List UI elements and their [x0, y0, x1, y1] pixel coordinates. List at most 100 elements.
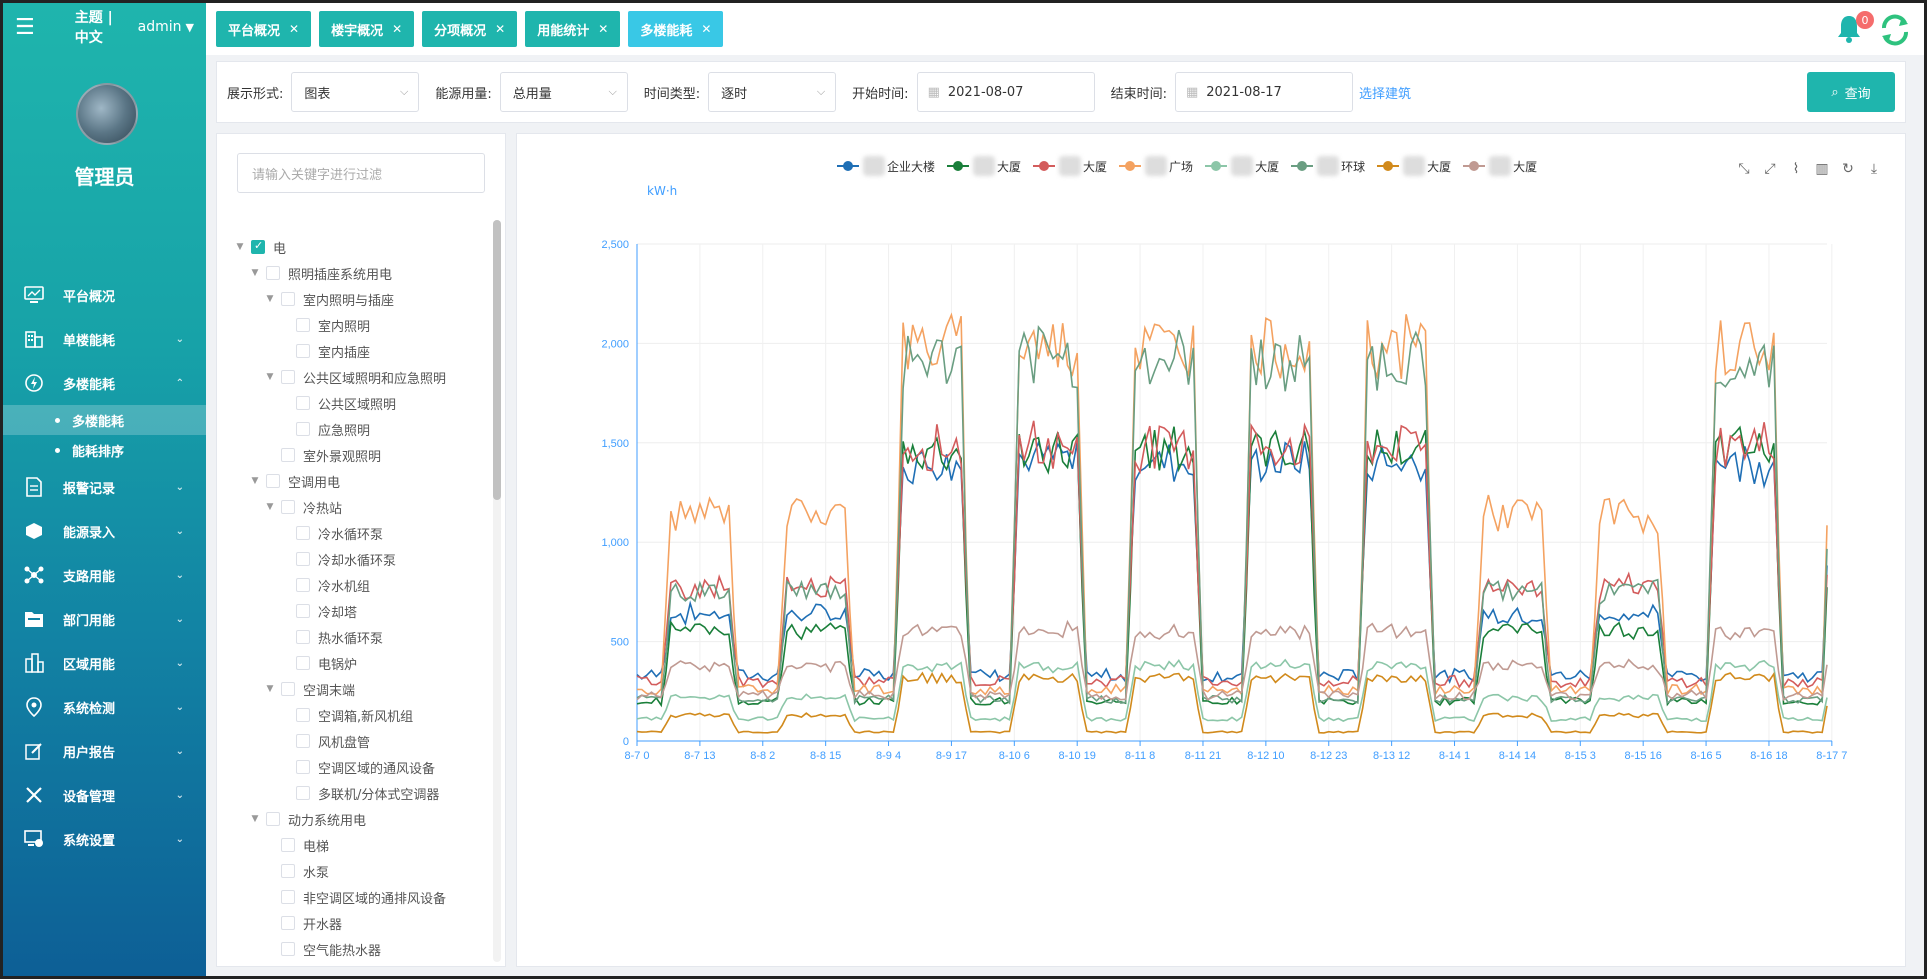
sidebar-item-system-detection[interactable]: 系统检测 ⌄ — [3, 685, 206, 729]
tree-checkbox[interactable] — [251, 239, 265, 254]
tree-checkbox[interactable] — [281, 942, 295, 956]
close-icon[interactable]: ✕ — [495, 22, 506, 36]
tree-node[interactable]: 空调区域的通风设备 — [217, 754, 487, 780]
tree-checkbox[interactable] — [296, 578, 310, 592]
tree-checkbox[interactable] — [296, 318, 310, 332]
tree-checkbox[interactable] — [296, 630, 310, 644]
tree-checkbox[interactable] — [281, 448, 295, 462]
download-icon[interactable]: ⤓ — [1870, 161, 1878, 177]
tree-node[interactable]: 风机盘管 — [217, 728, 487, 754]
expand-triangle-icon[interactable]: ▼ — [251, 476, 259, 486]
close-icon[interactable]: ✕ — [598, 22, 609, 36]
time-type-select[interactable]: 逐时 ⌵ — [708, 72, 837, 112]
tree-checkbox[interactable] — [281, 916, 295, 930]
user-menu[interactable]: admin — [137, 19, 182, 35]
zoom-reset-icon[interactable]: ⤢ — [1764, 161, 1776, 177]
legend-item[interactable]: 大厦 — [1033, 156, 1107, 176]
tab-building-overview[interactable]: 楼宇概况 ✕ — [319, 11, 415, 47]
tree-checkbox[interactable] — [296, 656, 310, 670]
close-icon[interactable]: ✕ — [701, 22, 712, 36]
sidebar-item-branch-energy[interactable]: 支路用能 ⌄ — [3, 553, 206, 597]
expand-triangle-icon[interactable]: ▼ — [266, 294, 274, 304]
sidebar-item-region-energy[interactable]: 区域用能 ⌄ — [3, 641, 206, 685]
sidebar-item-user-report[interactable]: 用户报告 ⌄ — [3, 729, 206, 773]
tree-node[interactable]: 应急照明 — [217, 416, 487, 442]
tree-checkbox[interactable] — [281, 370, 295, 384]
tree-checkbox[interactable] — [296, 708, 310, 722]
tree-node[interactable]: 冷却水循环泵 — [217, 546, 487, 572]
tree-node[interactable]: ▼ 空调用电 — [217, 468, 487, 494]
tab-subitem-overview[interactable]: 分项概况 ✕ — [422, 11, 518, 47]
expand-triangle-icon[interactable]: ▼ — [266, 684, 274, 694]
energy-usage-select[interactable]: 总用量 ⌵ — [499, 72, 628, 112]
legend-item[interactable]: 大厦 — [947, 156, 1021, 176]
tree-checkbox[interactable] — [266, 812, 280, 826]
tree-checkbox[interactable] — [266, 474, 280, 488]
tree-checkbox[interactable] — [281, 292, 295, 306]
tree-node[interactable]: ▼ 空调末端 — [217, 676, 487, 702]
tree-node[interactable]: 非空调区域的通排风设备 — [217, 884, 487, 910]
tree-node[interactable]: 室外景观照明 — [217, 442, 487, 468]
tree-node[interactable]: 冷水机组 — [217, 572, 487, 598]
tree-node[interactable]: 多联机/分体式空调器 — [217, 780, 487, 806]
sidebar-subitem-energy-ranking[interactable]: 能耗排序 — [3, 435, 206, 465]
tree-checkbox[interactable] — [296, 760, 310, 774]
theme-language-switch[interactable]: 主题 | 中文 — [74, 10, 113, 46]
tree-node[interactable]: ▼ 照明插座系统用电 — [217, 260, 487, 286]
tab-multi-building[interactable]: 多楼能耗 ✕ — [628, 11, 724, 47]
restore-icon[interactable]: ↻ — [1842, 161, 1854, 177]
expand-triangle-icon[interactable]: ▼ — [266, 372, 274, 382]
tree-node[interactable]: 室内插座 — [217, 338, 487, 364]
tree-node[interactable]: ▼ 动力系统用电 — [217, 806, 487, 832]
tree-checkbox[interactable] — [266, 266, 280, 280]
legend-item[interactable]: 企业大楼 — [837, 156, 935, 176]
tree-node[interactable]: 电锅炉 — [217, 650, 487, 676]
end-date-picker[interactable]: ▦ 2021-08-17 — [1174, 72, 1353, 112]
tree-checkbox[interactable] — [281, 838, 295, 852]
legend-item[interactable]: 大厦 — [1205, 156, 1279, 176]
expand-triangle-icon[interactable]: ▼ — [251, 268, 259, 278]
sidebar-item-multi-building[interactable]: 多楼能耗 ⌃ — [3, 361, 206, 405]
legend-item[interactable]: 环球 — [1291, 156, 1365, 176]
tree-node[interactable]: 冷水循环泵 — [217, 520, 487, 546]
tree-checkbox[interactable] — [296, 396, 310, 410]
tree-checkbox[interactable] — [281, 864, 295, 878]
tree-node[interactable]: ▼ 公共区域照明和应急照明 — [217, 364, 487, 390]
tree-checkbox[interactable] — [296, 344, 310, 358]
tree-node[interactable]: 开水器 — [217, 910, 487, 936]
expand-triangle-icon[interactable]: ▼ — [251, 814, 259, 824]
zoom-icon[interactable]: ⤡ — [1738, 161, 1750, 177]
tree-node[interactable]: ▼ 室内照明与插座 — [217, 286, 487, 312]
caret-down-icon[interactable]: ▼ — [185, 20, 194, 34]
close-icon[interactable]: ✕ — [392, 22, 403, 36]
tree-filter-input[interactable]: 请输入关键字进行过滤 — [237, 153, 485, 193]
query-button[interactable]: ⌕ 查询 — [1807, 72, 1895, 112]
tab-energy-statistics[interactable]: 用能统计 ✕ — [525, 11, 621, 47]
hamburger-icon[interactable]: ☰ — [15, 14, 35, 40]
expand-triangle-icon[interactable]: ▼ — [266, 502, 274, 512]
tree-checkbox[interactable] — [281, 500, 295, 514]
tree-node[interactable]: 电梯 — [217, 832, 487, 858]
tree-checkbox[interactable] — [296, 422, 310, 436]
sidebar-subitem-multi-building[interactable]: 多楼能耗 — [3, 405, 206, 435]
tree-node[interactable]: 冷却塔 — [217, 598, 487, 624]
tree-scrollbar-thumb[interactable] — [493, 220, 501, 500]
tree-node[interactable]: ▼电 — [217, 234, 487, 260]
tree-scrollbar[interactable] — [493, 220, 501, 962]
bar-chart-icon[interactable]: ▥ — [1815, 161, 1829, 177]
tree-node[interactable]: 热水循环泵 — [217, 624, 487, 650]
tree-checkbox[interactable] — [281, 890, 295, 904]
display-mode-select[interactable]: 图表 ⌵ — [291, 72, 420, 112]
tree-node[interactable]: 空气能热水器 — [217, 936, 487, 962]
select-building-link[interactable]: 选择建筑 — [1358, 86, 1411, 102]
legend-item[interactable]: 大厦 — [1463, 156, 1537, 176]
line-chart-icon[interactable]: ⌇ — [1792, 161, 1800, 177]
tree-node[interactable]: 室内照明 — [217, 312, 487, 338]
tree-checkbox[interactable] — [296, 526, 310, 540]
tree-node[interactable]: 水泵 — [217, 858, 487, 884]
sidebar-item-device-management[interactable]: 设备管理 ⌄ — [3, 773, 206, 817]
sidebar-item-alarm-records[interactable]: 报警记录 ⌄ — [3, 465, 206, 509]
start-date-picker[interactable]: ▦ 2021-08-07 — [916, 72, 1095, 112]
tree-node[interactable]: 公共区域照明 — [217, 390, 487, 416]
sidebar-item-system-settings[interactable]: 系统设置 ⌄ — [3, 817, 206, 861]
